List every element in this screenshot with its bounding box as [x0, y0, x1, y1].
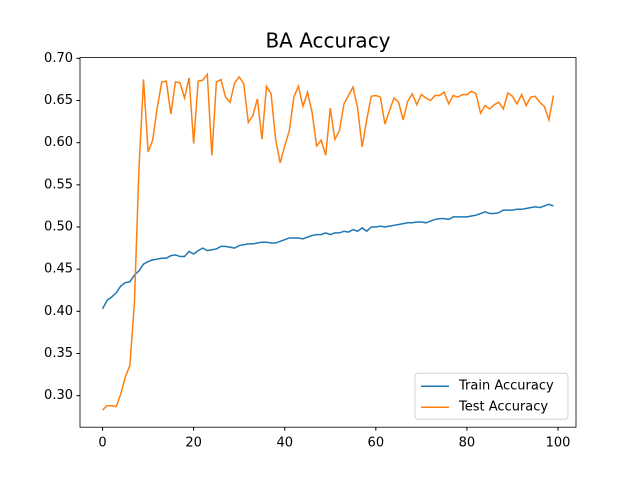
plot-frame: [79, 57, 577, 428]
y-tick-label: 0.70: [44, 51, 73, 66]
y-tick-label: 0.50: [44, 220, 73, 235]
legend-box: [414, 372, 569, 420]
chart-title: BA Accuracy: [265, 29, 390, 53]
y-tick-label: 0.30: [44, 388, 73, 403]
series-line: [101, 203, 554, 310]
legend-label: Train Accuracy: [458, 379, 554, 394]
y-tick-label: 0.60: [44, 135, 73, 150]
series-line: [102, 72, 555, 411]
x-tick-label: 60: [368, 436, 385, 451]
x-tick-label: 0: [98, 436, 106, 451]
y-tick-label: 0.35: [44, 346, 73, 361]
legend-label: Test Accuracy: [458, 400, 548, 415]
x-tick-label: 100: [546, 436, 571, 451]
y-tick-label: 0.40: [44, 304, 73, 319]
y-tick-label: 0.65: [44, 93, 73, 108]
x-tick-label: 40: [276, 436, 293, 451]
x-tick-label: 20: [185, 436, 202, 451]
y-tick-label: 0.45: [44, 262, 73, 277]
x-tick-label: 80: [459, 436, 476, 451]
y-tick-label: 0.55: [44, 177, 73, 192]
